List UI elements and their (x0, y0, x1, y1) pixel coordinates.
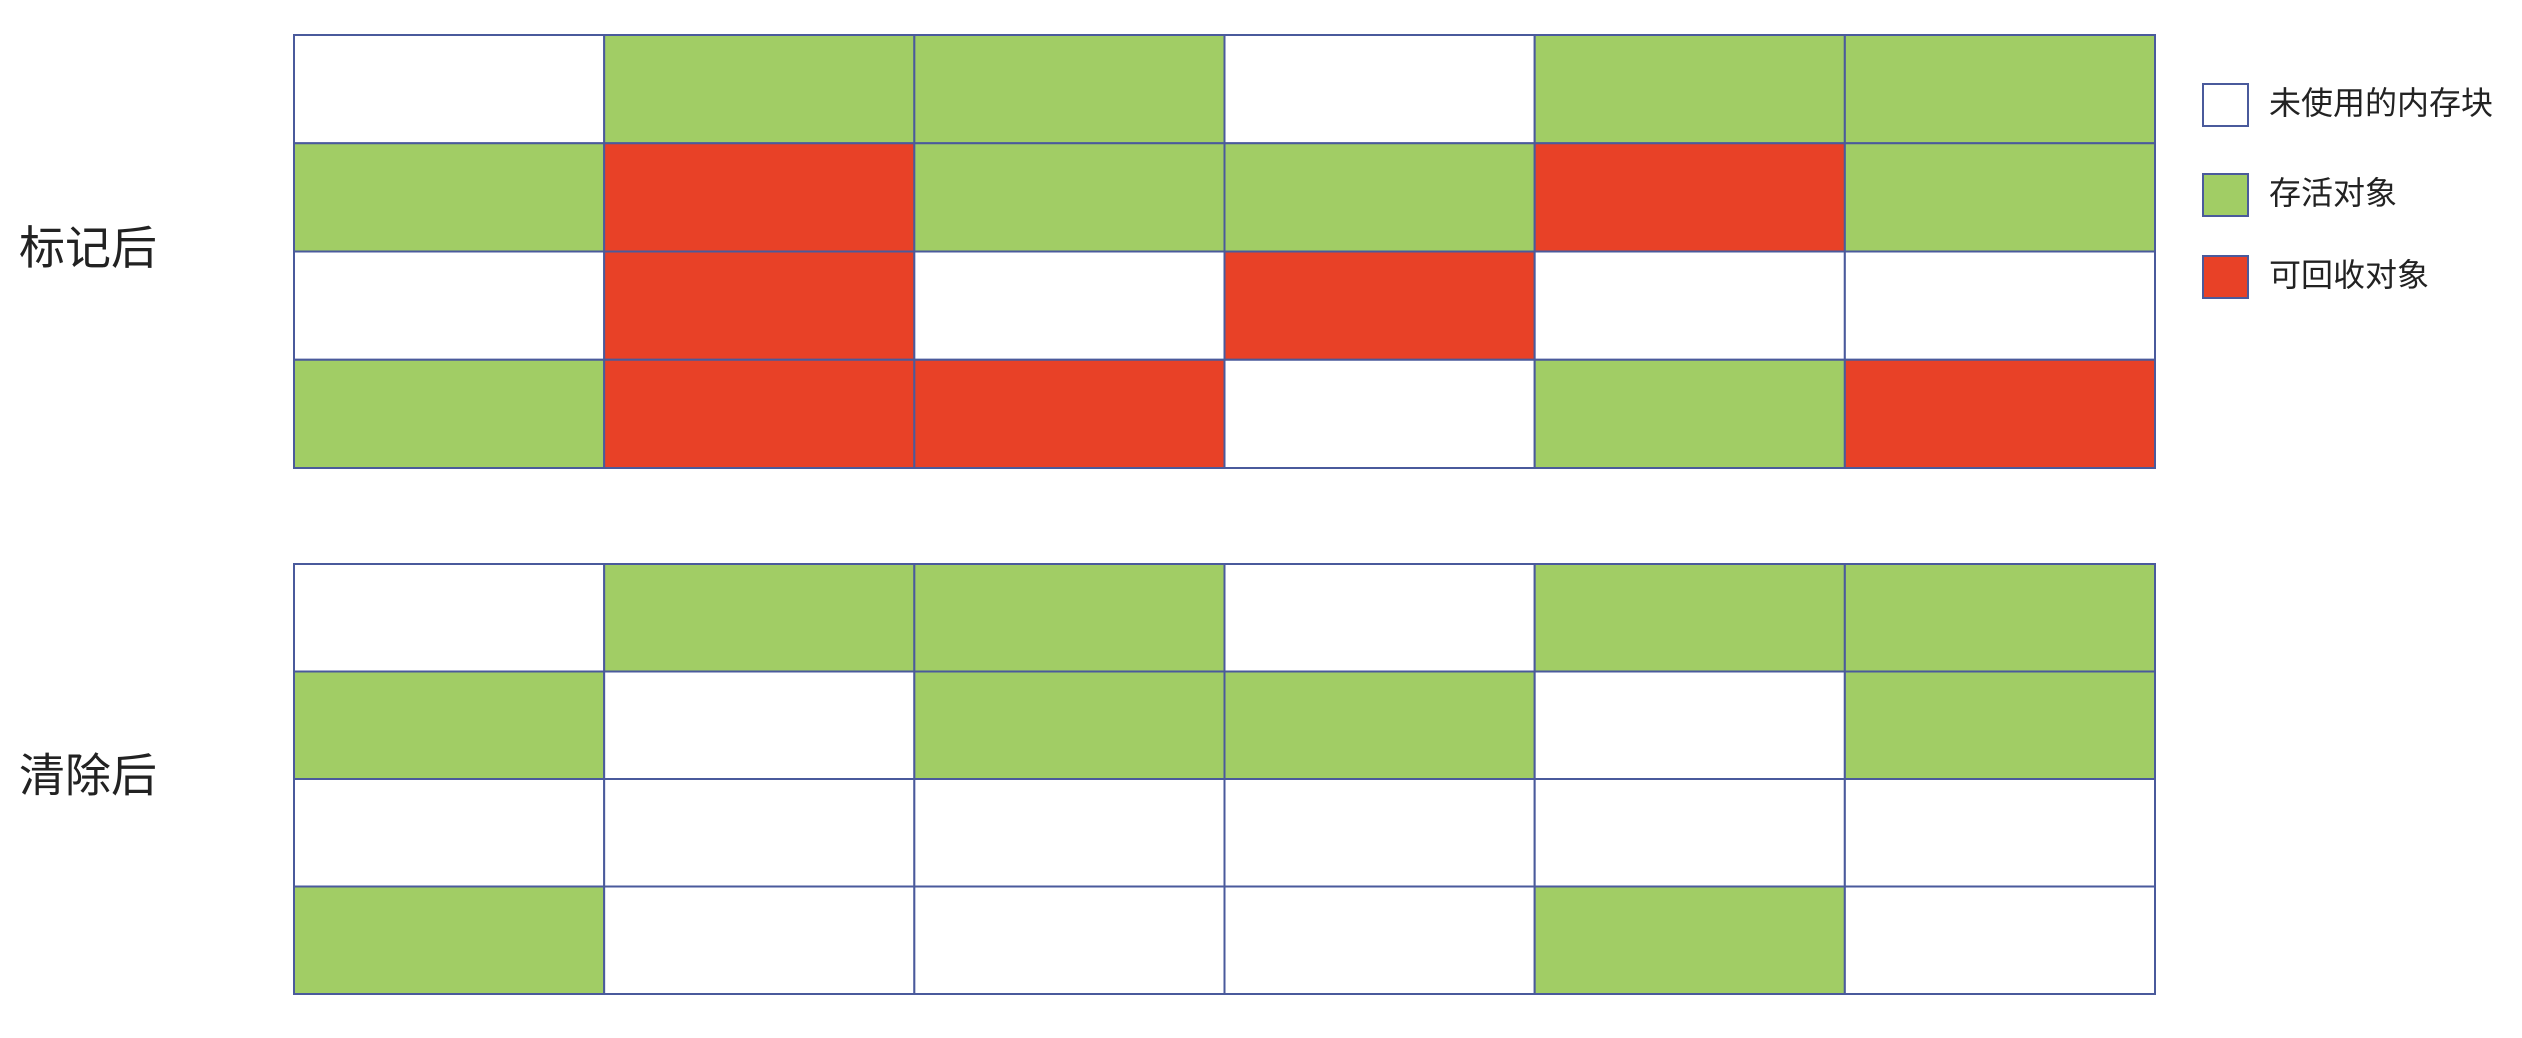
memory-block (1843, 670, 2157, 780)
memory-block (1223, 142, 1536, 253)
memory-block (293, 885, 606, 995)
memory-block (1533, 778, 1846, 888)
memory-block (1223, 563, 1536, 673)
memory-block (913, 358, 1226, 469)
memory-block (603, 358, 916, 469)
legend-swatch (2202, 83, 2249, 127)
legend-label: 可回收对象 (2269, 256, 2429, 294)
grid-label: 清除后 (19, 749, 157, 803)
memory-block (1533, 142, 1846, 253)
memory-block (1843, 358, 2157, 469)
legend-swatch (2202, 255, 2249, 299)
memory-block (913, 670, 1226, 780)
memory-block (1533, 250, 1846, 361)
memory-block (913, 250, 1226, 361)
memory-block (1223, 885, 1536, 995)
memory-block (913, 142, 1226, 253)
memory-block (1843, 250, 2157, 361)
memory-block (1533, 34, 1846, 145)
memory-block (1843, 563, 2157, 673)
legend-label: 存活对象 (2269, 174, 2397, 212)
memory-block (603, 885, 916, 995)
grid-label: 标记后 (19, 221, 157, 275)
memory-block (603, 563, 916, 673)
memory-block (1533, 563, 1846, 673)
memory-block (293, 250, 606, 361)
legend-swatch (2202, 173, 2249, 217)
memory-block (1533, 885, 1846, 995)
memory-block (1843, 885, 2157, 995)
memory-block (603, 34, 916, 145)
memory-block (1533, 358, 1846, 469)
memory-block (1843, 142, 2157, 253)
memory-block (603, 778, 916, 888)
memory-block (603, 670, 916, 780)
memory-block (1843, 778, 2157, 888)
memory-block (1533, 670, 1846, 780)
memory-block (1223, 34, 1536, 145)
memory-block (913, 563, 1226, 673)
memory-block (1843, 34, 2157, 145)
memory-block (293, 563, 606, 673)
memory-block (293, 778, 606, 888)
memory-block (1223, 778, 1536, 888)
memory-block (1223, 250, 1536, 361)
memory-block (603, 142, 916, 253)
memory-block (1223, 358, 1536, 469)
memory-block (1223, 670, 1536, 780)
memory-block (293, 34, 606, 145)
memory-block (913, 34, 1226, 145)
memory-block (293, 358, 606, 469)
memory-block (913, 885, 1226, 995)
memory-block (293, 670, 606, 780)
memory-block (603, 250, 916, 361)
memory-block (913, 778, 1226, 888)
memory-block (293, 142, 606, 253)
legend-label: 未使用的内存块 (2269, 84, 2493, 122)
